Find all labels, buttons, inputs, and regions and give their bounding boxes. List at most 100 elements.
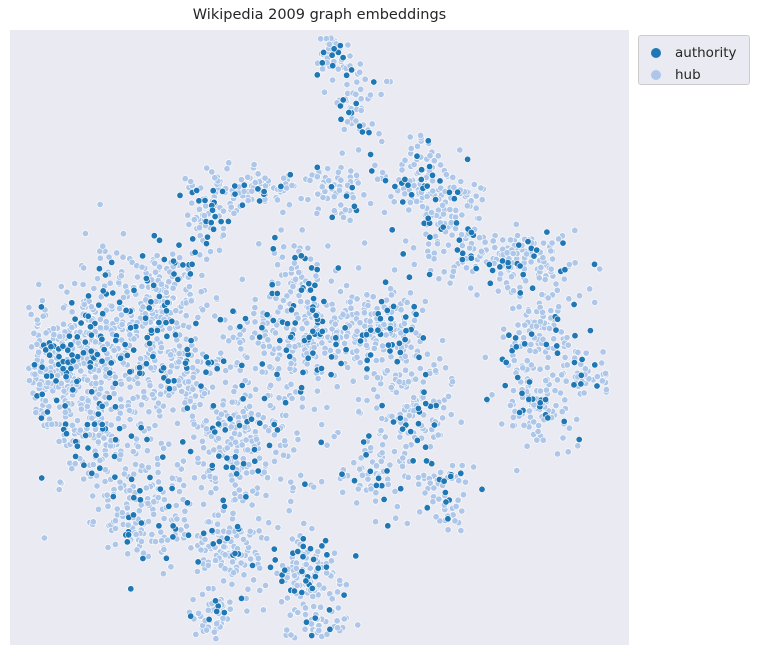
- point-authority: [130, 346, 138, 354]
- point-hub: [137, 354, 145, 362]
- point-authority: [323, 551, 331, 559]
- point-hub: [220, 207, 228, 215]
- point-authority: [146, 339, 154, 347]
- point-hub: [477, 247, 485, 255]
- point-hub: [291, 343, 299, 351]
- point-hub: [353, 295, 361, 303]
- point-authority: [273, 426, 281, 434]
- point-authority: [311, 573, 319, 581]
- point-hub: [415, 480, 423, 488]
- point-hub: [413, 142, 421, 150]
- point-authority: [282, 346, 290, 354]
- point-hub: [387, 193, 395, 201]
- point-hub: [440, 268, 448, 276]
- point-hub: [429, 498, 437, 506]
- point-hub: [383, 367, 391, 375]
- point-authority: [251, 457, 259, 465]
- point-hub: [142, 484, 150, 492]
- point-authority: [310, 555, 318, 563]
- point-authority: [367, 326, 375, 334]
- point-hub: [527, 361, 535, 369]
- point-authority: [242, 315, 250, 323]
- point-hub: [334, 65, 342, 73]
- point-hub: [462, 264, 470, 272]
- point-hub: [116, 305, 124, 313]
- point-hub: [387, 383, 395, 391]
- point-hub: [509, 287, 517, 295]
- point-authority: [367, 351, 375, 359]
- point-hub: [230, 209, 238, 217]
- point-authority: [83, 421, 91, 429]
- point-hub: [536, 318, 544, 326]
- point-authority: [195, 197, 203, 205]
- point-hub: [227, 423, 235, 431]
- point-authority: [256, 333, 264, 341]
- point-hub: [44, 379, 52, 387]
- point-authority: [183, 404, 191, 412]
- point-authority: [518, 389, 526, 397]
- point-hub: [128, 258, 136, 266]
- point-hub: [380, 208, 388, 216]
- point-authority: [502, 358, 510, 366]
- point-hub: [451, 517, 459, 525]
- point-authority: [329, 62, 337, 70]
- point-hub: [432, 513, 440, 521]
- point-hub: [232, 438, 240, 446]
- point-authority: [107, 359, 115, 367]
- point-hub: [581, 365, 589, 373]
- point-authority: [375, 474, 383, 482]
- point-authority: [387, 315, 395, 323]
- point-hub: [334, 347, 342, 355]
- point-hub: [230, 569, 238, 577]
- point-authority: [533, 246, 541, 254]
- point-authority: [426, 233, 434, 241]
- point-authority: [308, 632, 316, 640]
- point-authority: [99, 287, 107, 295]
- point-hub: [448, 231, 456, 239]
- point-authority: [127, 324, 135, 332]
- point-authority: [260, 188, 268, 196]
- point-authority: [404, 181, 412, 189]
- point-hub: [353, 78, 361, 86]
- point-hub: [244, 446, 252, 454]
- point-hub: [525, 307, 533, 315]
- point-hub: [219, 333, 227, 341]
- point-hub: [452, 213, 460, 221]
- point-hub: [207, 489, 215, 497]
- point-hub: [591, 298, 599, 306]
- point-hub: [520, 421, 528, 429]
- point-hub: [238, 441, 246, 449]
- point-authority: [254, 185, 262, 193]
- point-hub: [279, 451, 287, 459]
- point-hub: [247, 555, 255, 563]
- point-hub: [390, 198, 398, 206]
- point-hub: [334, 168, 342, 176]
- point-authority: [410, 303, 418, 311]
- point-authority: [350, 202, 358, 210]
- point-hub: [404, 473, 412, 481]
- point-authority: [210, 225, 218, 233]
- point-hub: [189, 385, 197, 393]
- point-hub: [323, 569, 331, 577]
- point-hub: [547, 307, 555, 315]
- point-hub: [403, 403, 411, 411]
- point-hub: [285, 507, 293, 515]
- point-hub: [565, 424, 573, 432]
- point-hub: [335, 186, 343, 194]
- point-authority: [372, 481, 380, 489]
- point-hub: [187, 297, 195, 305]
- point-hub: [288, 394, 296, 402]
- point-hub: [449, 267, 457, 275]
- point-authority: [65, 332, 73, 340]
- legend-item-hub: hub: [651, 64, 749, 86]
- point-hub: [343, 81, 351, 89]
- point-authority: [84, 444, 92, 452]
- point-hub: [353, 327, 361, 335]
- point-authority: [98, 420, 106, 428]
- point-hub: [211, 312, 219, 320]
- point-hub: [147, 364, 155, 372]
- point-hub: [220, 225, 228, 233]
- point-authority: [127, 432, 135, 440]
- point-hub: [57, 282, 65, 290]
- point-hub: [372, 462, 380, 470]
